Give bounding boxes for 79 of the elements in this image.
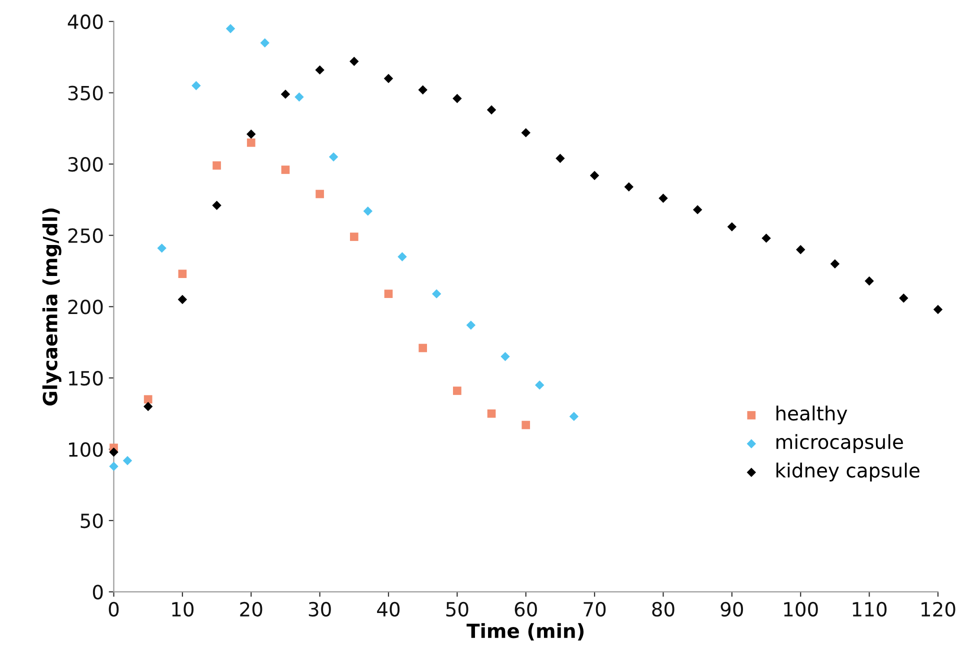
legend-label: healthy [776,406,848,424]
point [363,206,372,216]
point [830,259,840,268]
point [487,409,496,418]
point [178,294,188,304]
point [658,194,668,203]
point [109,447,118,457]
point [418,85,428,95]
legend-label: microcapsule [776,434,903,453]
y-tick-label: 100 [69,442,103,457]
x-axis-title: Time (min) [466,623,584,640]
point [796,245,806,254]
point [933,304,943,314]
x-tick-label: 60 [514,602,537,617]
y-tick-label: 200 [68,300,103,314]
x-tick-label: 110 [852,602,887,617]
point [727,222,737,232]
point [315,65,324,75]
point [521,128,530,138]
point [762,234,771,243]
point [864,276,874,286]
point [418,344,427,352]
x-tick-label: 80 [652,602,674,617]
point [350,232,358,241]
y-axis-title: Glycaemia (mg/dl) [42,208,62,406]
point [534,380,544,390]
point [246,130,256,139]
point [246,138,256,147]
point [281,166,290,174]
point [316,190,324,198]
x-tick-label: 100 [784,602,818,617]
y-tick-label: 250 [68,228,103,244]
point [590,170,600,180]
point [556,154,565,163]
y-tick-label: 350 [68,86,103,100]
point [384,290,393,298]
point [143,402,153,412]
x-tick-label: 90 [720,602,743,617]
point [624,182,634,192]
point [294,92,304,102]
y-tick-label: 50 [80,513,103,528]
point [692,205,702,214]
legend-label: kidney capsule [776,462,920,482]
point [226,24,236,34]
point [157,244,166,253]
y-tick-label: 400 [68,14,103,30]
point [500,352,510,362]
point [350,56,359,66]
point [144,395,152,404]
x-tick-label: 50 [446,602,468,617]
point [569,412,579,422]
point [280,90,290,99]
point [452,94,462,104]
y-tick-label: 150 [69,370,103,386]
x-tick-label: 20 [240,602,262,617]
y-tick-label: 0 [92,584,103,600]
point [212,200,222,210]
x-tick-label: 10 [172,602,194,617]
point [453,386,462,395]
x-tick-label: 0 [108,602,119,617]
point [212,161,221,170]
point [192,81,201,90]
x-tick-label: 120 [922,602,956,617]
point [109,462,118,471]
x-tick-label: 70 [584,602,606,617]
point [899,293,908,303]
point [466,320,476,330]
point [260,38,270,48]
point [384,74,394,84]
x-tick-label: 30 [308,602,331,617]
point [522,420,530,430]
point [398,252,407,262]
point [122,456,132,466]
point [486,105,496,114]
point [178,270,187,278]
y-tick-label: 300 [68,157,103,172]
point [432,289,442,298]
x-tick-label: 40 [377,602,400,617]
point [328,152,338,162]
